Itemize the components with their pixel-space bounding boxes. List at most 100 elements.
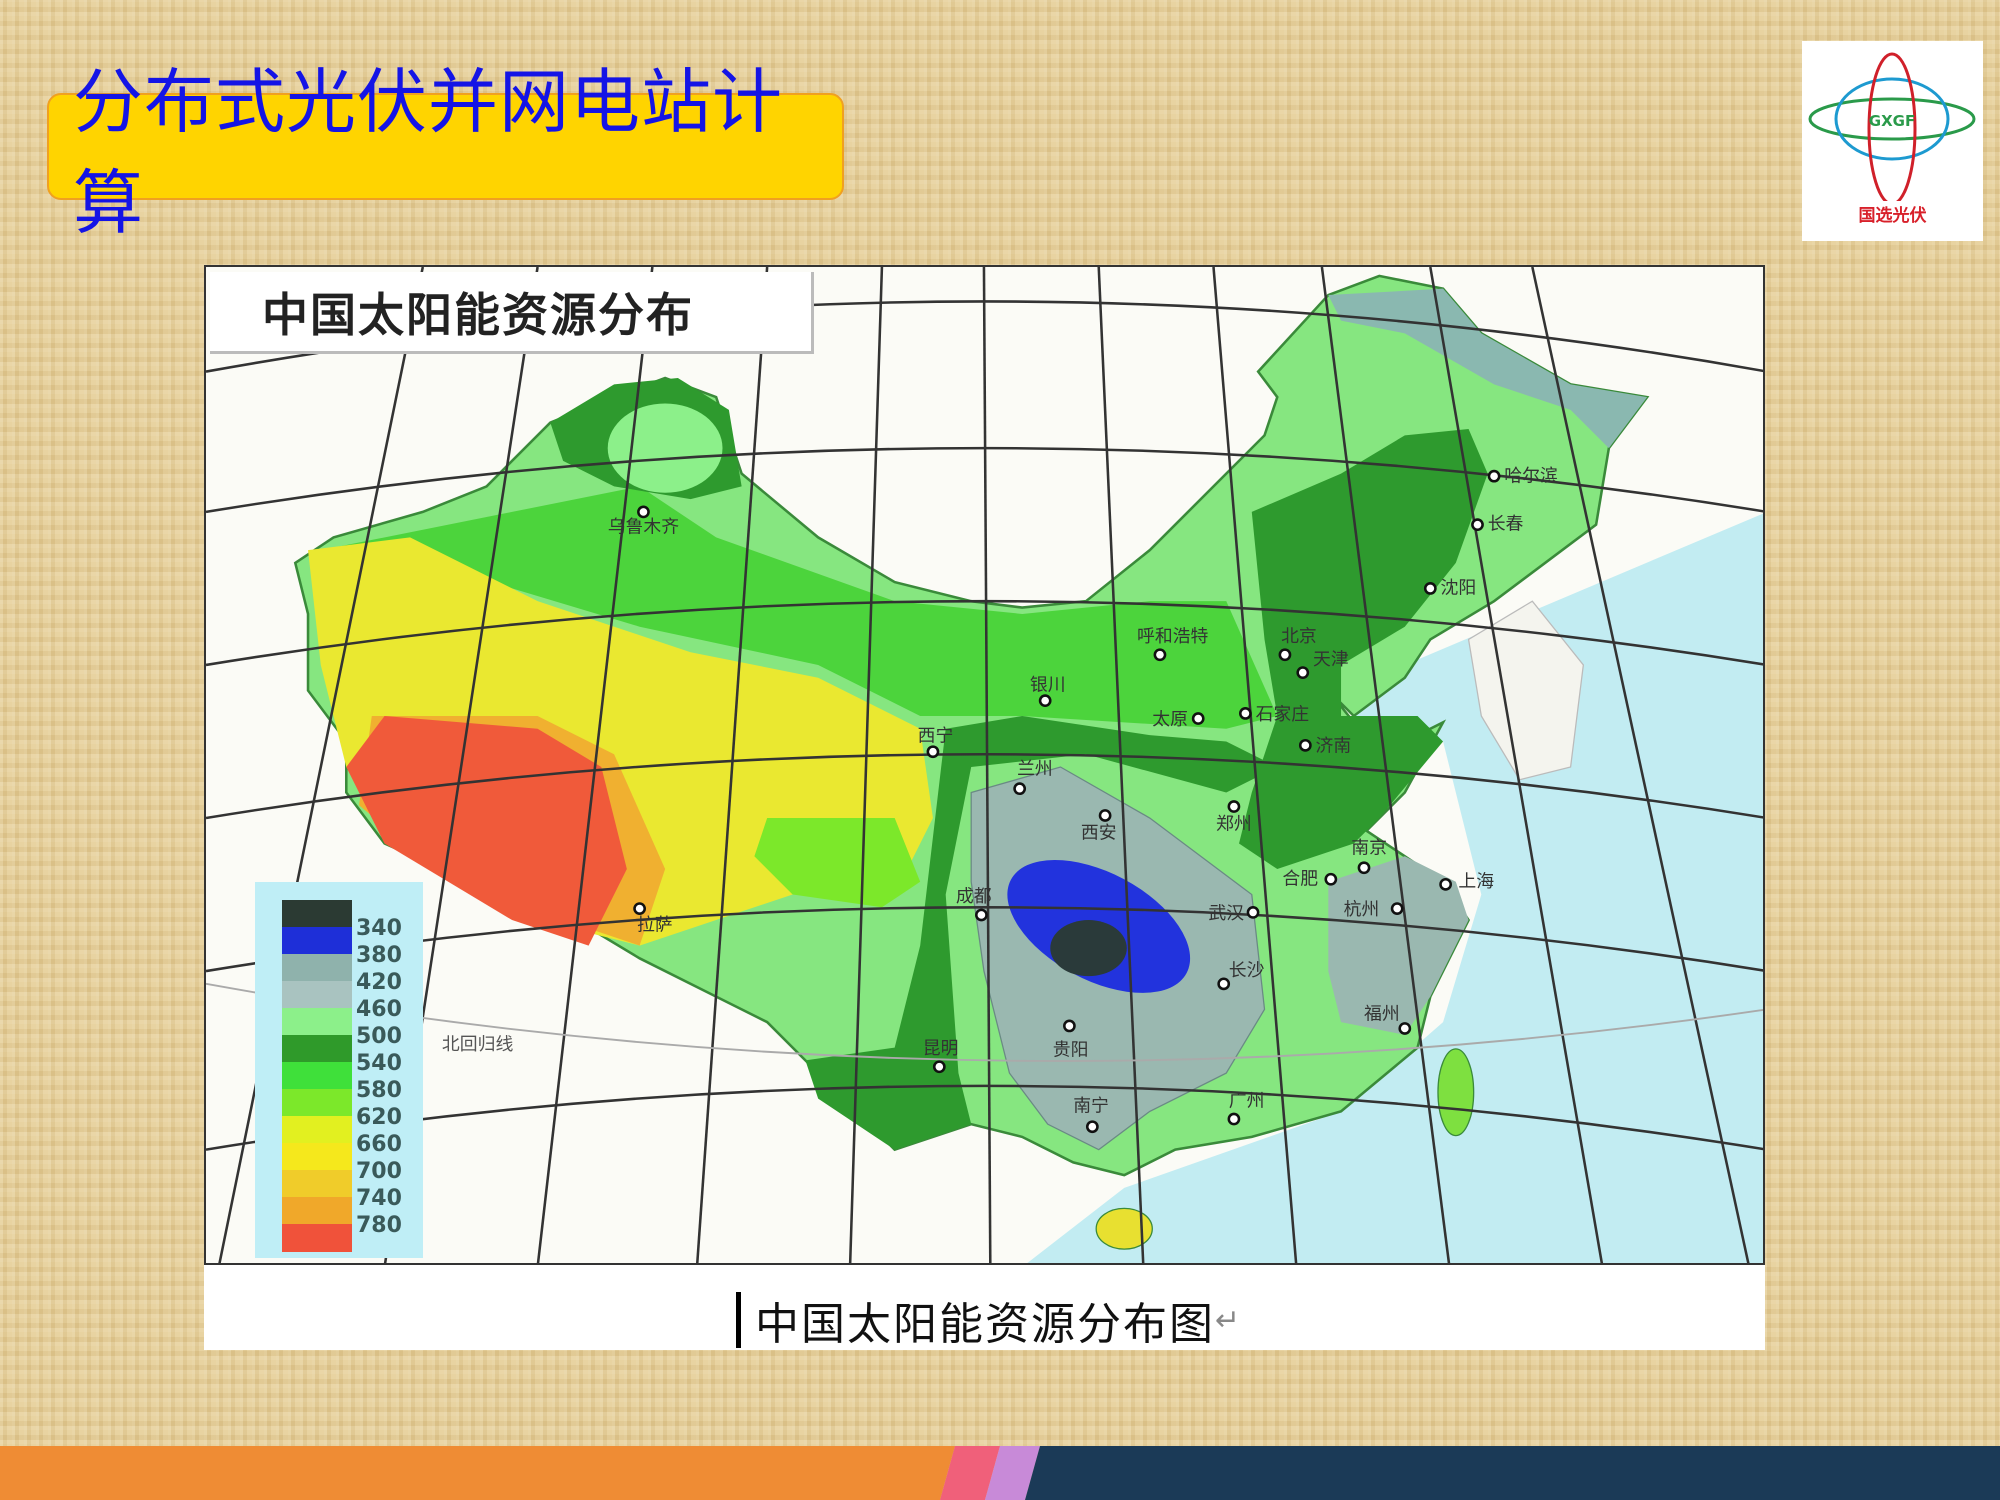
company-logo: GXGF 国选光伏	[1802, 41, 1983, 241]
legend-swatch	[282, 900, 352, 928]
svg-text:南宁: 南宁	[1073, 1095, 1109, 1116]
legend-label: 740	[356, 1186, 402, 1211]
svg-text:长春: 长春	[1488, 514, 1524, 535]
footer-orange	[0, 1446, 955, 1500]
map-graphic: 北回归线 乌鲁木齐 哈尔滨 长春 沈阳 呼和浩特 北京 天津 银川 太原 石家庄…	[206, 267, 1763, 1263]
city-zhengzhou: 郑州	[1216, 800, 1252, 835]
svg-text:西宁: 西宁	[918, 725, 954, 746]
svg-text:天津: 天津	[1313, 649, 1349, 670]
city-changchun: 长春	[1471, 514, 1524, 535]
svg-text:兰州: 兰州	[1017, 759, 1053, 780]
city-shanghai: 上海	[1439, 871, 1494, 892]
svg-text:太原: 太原	[1152, 709, 1188, 730]
legend-row: 740	[282, 1170, 432, 1211]
footer-navy	[1025, 1446, 2000, 1500]
zone-540-north	[1239, 428, 1488, 870]
city-guiyang: 贵阳	[1053, 1019, 1089, 1060]
legend-swatch	[282, 954, 352, 982]
legend-swatch	[282, 1143, 352, 1171]
caption-text: 中国太阳能资源分布图	[755, 1299, 1215, 1350]
legend-swatch	[282, 1116, 352, 1144]
svg-text:昆明: 昆明	[923, 1038, 959, 1059]
zone-540-central	[805, 715, 1278, 1150]
svg-text:济南: 济南	[1316, 736, 1352, 757]
logo-name: 国选光伏	[1858, 206, 1927, 226]
legend-label: 500	[356, 1024, 402, 1049]
footer-pink	[940, 1446, 1000, 1500]
city-beijing: 北京	[1278, 626, 1317, 662]
legend-swatch	[282, 927, 352, 955]
legend-swatch	[282, 1062, 352, 1090]
svg-text:拉萨: 拉萨	[637, 914, 673, 935]
city-wuhan: 武汉	[1208, 903, 1260, 924]
legend-row: 780	[282, 1197, 432, 1238]
city-chengdu: 成都	[956, 886, 992, 922]
globe-logo-icon: GXGF	[1808, 52, 1976, 206]
zone-340	[1050, 920, 1127, 977]
svg-text:哈尔滨: 哈尔滨	[1504, 465, 1558, 486]
legend-swatch	[282, 981, 352, 1009]
city-hangzhou: 杭州	[1344, 899, 1404, 920]
svg-text:合肥: 合肥	[1282, 868, 1318, 889]
legend-row: 580	[282, 1062, 432, 1103]
city-markers: 乌鲁木齐 哈尔滨 长春 沈阳 呼和浩特 北京 天津 银川 太原 石家庄 济南 西…	[608, 465, 1558, 1134]
legend-swatch	[282, 1224, 352, 1252]
map-title: 中国太阳能资源分布	[210, 272, 814, 354]
tropic-label: 北回归线	[442, 1034, 514, 1055]
legend-row	[282, 1224, 432, 1252]
legend-label: 420	[356, 970, 402, 995]
city-nanjing: 南京	[1351, 838, 1387, 875]
svg-text:北京: 北京	[1281, 626, 1317, 647]
tropic-line	[206, 982, 1763, 1062]
city-nanning: 南宁	[1073, 1095, 1109, 1134]
legend-row: 460	[282, 981, 432, 1022]
city-harbin: 哈尔滨	[1487, 465, 1558, 486]
city-urumqi: 乌鲁木齐	[608, 505, 680, 537]
zone-620	[754, 818, 921, 908]
svg-text:呼和浩特: 呼和浩特	[1137, 626, 1209, 647]
legend-row: 620	[282, 1089, 432, 1130]
city-guangzhou: 广州	[1227, 1090, 1264, 1126]
city-shijiazhuang: 石家庄	[1239, 704, 1310, 725]
city-xining: 西宁	[918, 725, 954, 759]
city-shenyang: 沈阳	[1423, 578, 1477, 599]
city-tianjin: 天津	[1296, 649, 1349, 679]
solar-resource-map: 北回归线 乌鲁木齐 哈尔滨 长春 沈阳 呼和浩特 北京 天津 银川 太原 石家庄…	[204, 265, 1765, 1265]
legend-row: 380	[282, 927, 432, 968]
svg-text:上海: 上海	[1458, 871, 1494, 892]
map-legend: 340 380 420 460 500 540 580 620 660 700 740 780	[255, 882, 423, 1258]
solar-map-figure: 北回归线 乌鲁木齐 哈尔滨 长春 沈阳 呼和浩特 北京 天津 银川 太原 石家庄…	[204, 265, 1765, 1350]
city-lanzhou: 兰州	[1013, 759, 1053, 796]
svg-text:郑州: 郑州	[1216, 813, 1252, 834]
svg-text:南京: 南京	[1351, 838, 1387, 859]
svg-text:西安: 西安	[1081, 822, 1117, 843]
zone-ne-low	[1328, 288, 1648, 449]
legend-row: 540	[282, 1035, 432, 1076]
legend-swatch	[282, 1170, 352, 1198]
city-xian: 西安	[1081, 809, 1117, 843]
svg-text:银川: 银川	[1030, 674, 1066, 695]
svg-text:武汉: 武汉	[1208, 903, 1244, 924]
svg-text:贵阳: 贵阳	[1053, 1039, 1089, 1060]
city-taiyuan: 太原	[1152, 709, 1205, 730]
svg-text:石家庄: 石家庄	[1256, 704, 1310, 725]
hainan	[1095, 1207, 1153, 1250]
caption-cursor-bar	[736, 1292, 741, 1348]
legend-label: 620	[356, 1105, 402, 1130]
legend-swatch	[282, 1035, 352, 1063]
slide-title-box: 分布式光伏并网电站计算	[47, 61, 844, 244]
svg-text:乌鲁木齐: 乌鲁木齐	[608, 516, 680, 537]
legend-label: 460	[356, 997, 402, 1022]
legend-label: 700	[356, 1159, 402, 1184]
legend-row: 420	[282, 954, 432, 995]
city-jinan: 济南	[1298, 736, 1352, 757]
legend-row: 660	[282, 1116, 432, 1157]
svg-text:福州: 福州	[1364, 1004, 1400, 1025]
logo-mark-text: GXGF	[1869, 112, 1915, 130]
city-yinchuan: 银川	[1030, 674, 1066, 708]
legend-swatch	[282, 1197, 352, 1225]
svg-text:沈阳: 沈阳	[1441, 578, 1477, 599]
city-lhasa: 拉萨	[633, 902, 673, 935]
city-fuzhou: 福州	[1364, 1004, 1412, 1035]
legend-swatch	[282, 1089, 352, 1117]
